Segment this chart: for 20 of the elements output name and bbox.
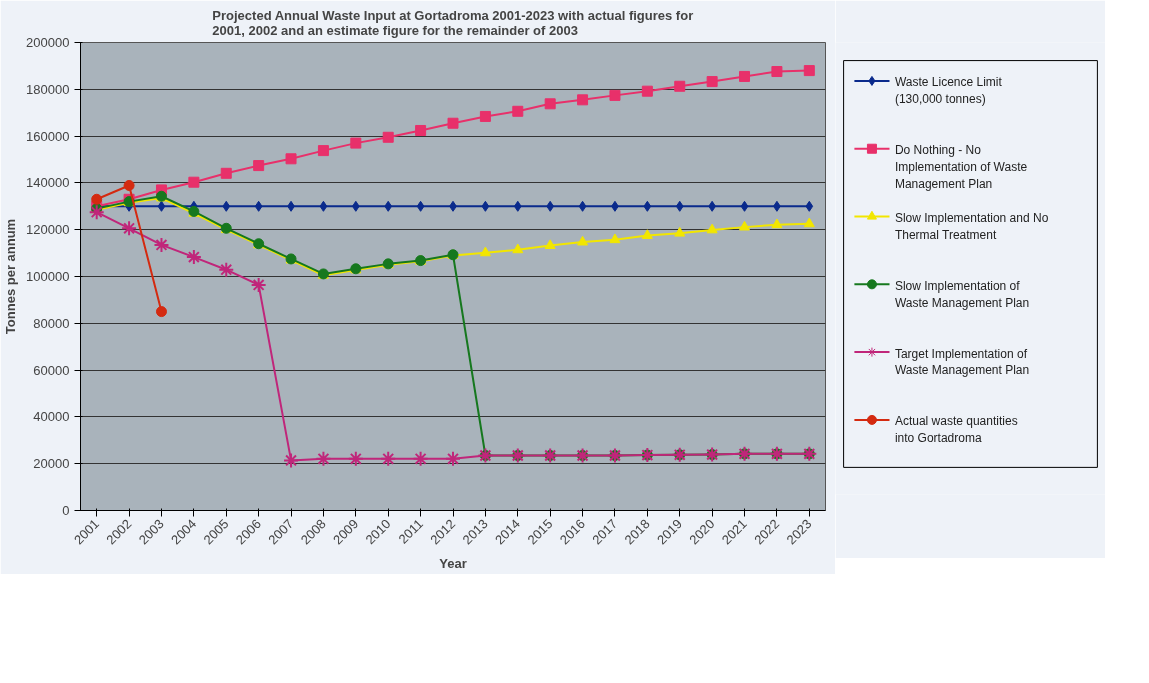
y-tick-label: 100000 [26, 269, 70, 284]
legend-label: Actual waste quantities into Gortadroma [894, 414, 1018, 446]
y-tick-label: 120000 [26, 222, 70, 238]
legend-label: Slow Implementation of Waste Management Plan [894, 278, 1030, 310]
y-tick-label: 200000 [26, 35, 70, 50]
y-tick-label: 180000 [26, 81, 70, 97]
y-tick-label: 140000 [26, 175, 70, 191]
y-tick-label: 20000 [33, 456, 70, 472]
legend-label: Do Nothing - No Implementation of Waste Management Plan [894, 143, 1028, 191]
y-tick-label: 80000 [33, 315, 70, 331]
legend-label: Waste Licence Limit (130,000 tonnes) [894, 75, 1003, 107]
y-tick-label: 160000 [26, 128, 70, 144]
y-tick-label: 40000 [33, 409, 70, 425]
y-tick-label: 0 [62, 503, 70, 518]
y-axis-title: Tonnes per annum [3, 218, 19, 335]
x-axis-title: Year [439, 556, 467, 572]
legend-label: Slow Implementation and No Thermal Treatment [894, 211, 1049, 242]
chart-title: Projected Annual Waste Input at Gortadroma 2001-2023 with actual figures for 2001, 2002 and an estimate figure for the remainder of 2003 [212, 7, 694, 38]
legend-label: Target Implementation of Waste Management Plan [894, 346, 1030, 378]
y-tick-label: 60000 [33, 362, 70, 378]
